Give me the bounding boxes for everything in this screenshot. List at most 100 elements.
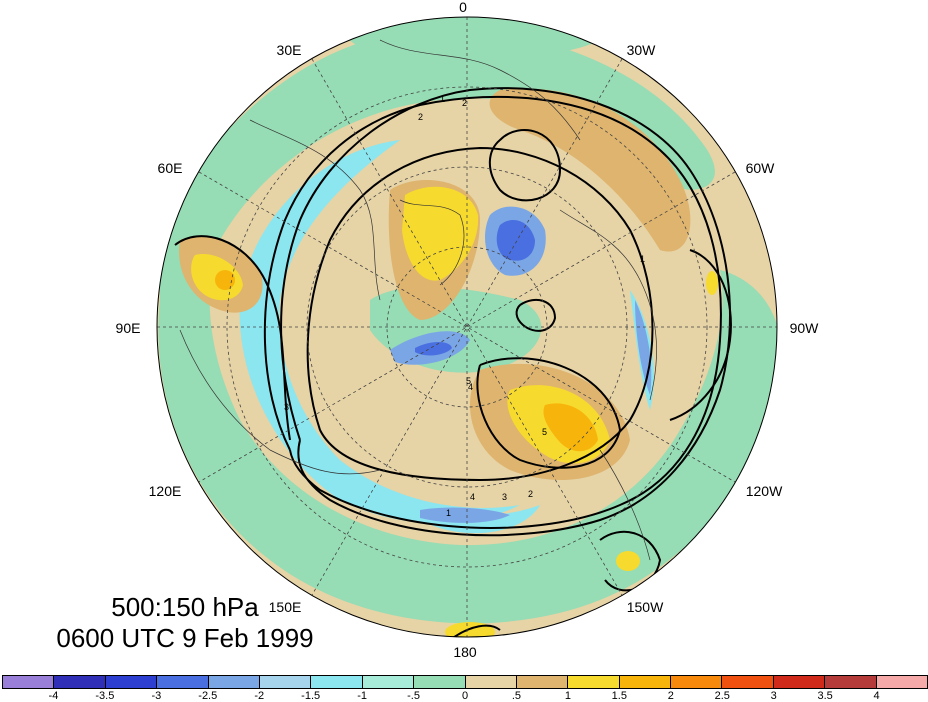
title-time: 0600 UTC 9 Feb 1999 (56, 623, 314, 653)
colorbar-box (361, 675, 414, 689)
map-boundary (156, 16, 778, 638)
colorbar-tick-label: -3 (151, 690, 162, 702)
contour-value: 5 (542, 427, 547, 437)
field-deeptan-ne (489, 88, 691, 252)
colorbar-tick-label: 3.5 (817, 690, 833, 702)
colorbar-tick-label: .5 (511, 690, 522, 702)
lon-label-60w: 60W (745, 160, 775, 176)
field-yellow-n (402, 186, 479, 281)
contour-line-small (515, 298, 557, 332)
colorbar-box (104, 675, 157, 689)
colorbar-tick-label: 1 (564, 690, 571, 702)
contour-line-inner (306, 146, 654, 482)
colorbar-tick-label: 0 (461, 690, 469, 702)
colorbar-box (464, 675, 516, 689)
graticule (157, 17, 777, 637)
contour-line-2 (263, 95, 722, 529)
colorbar-box (721, 675, 773, 689)
lon-label-120e: 120E (148, 483, 182, 499)
colorbar-tick-label: -1.5 (301, 690, 321, 702)
colorbar-tick-label: -2.5 (198, 690, 218, 702)
coastline (599, 449, 651, 561)
contour-value: 2 (462, 98, 467, 108)
contour-value: 4 (470, 492, 475, 502)
field-yellow-e (706, 271, 718, 295)
meridian (198, 171, 736, 483)
contour-value: 5 (466, 376, 471, 386)
contour-value: 3 (502, 492, 507, 502)
meridian (311, 58, 623, 596)
colorbar-box (567, 675, 619, 689)
meridian (311, 58, 623, 596)
colorbar-box (670, 675, 722, 689)
field-yellow-s (616, 551, 640, 571)
colorbar-tick-label: 1.5 (611, 690, 627, 702)
lon-label-60e: 60E (157, 160, 183, 176)
colorbar-box (2, 675, 54, 689)
contour-value-labels: 1 2 2 3 4 5 1 2 3 4 5 1 (284, 94, 645, 518)
colorbar-tick-label: 4 (873, 690, 880, 702)
contour-line-east (669, 249, 732, 421)
contour-line-outer (280, 87, 731, 537)
colorbar-tick-label: -3.5 (95, 690, 115, 702)
latitude-circle (226, 86, 708, 568)
contour-value: 2 (418, 112, 423, 122)
lon-label-150e: 150E (268, 599, 302, 615)
meridian (198, 171, 736, 483)
field-lavender-e (635, 300, 652, 395)
colorbar-box (875, 675, 928, 689)
lon-label-120w: 120W (745, 483, 783, 499)
field-blue-ne-core (496, 220, 535, 261)
colorbar-tick-label: 3 (770, 690, 777, 702)
field-yellow-bottom (445, 622, 495, 637)
lon-label-90w: 90W (789, 320, 819, 336)
lon-label-0: 0 (459, 0, 467, 15)
lon-label-180: 180 (453, 644, 477, 660)
coastline (249, 119, 381, 301)
coastline (379, 39, 581, 141)
colorbar-box (207, 675, 259, 689)
colorbar-box (413, 675, 465, 689)
contour-lines (174, 87, 732, 637)
field-orange-w (215, 270, 235, 290)
contour-value: 1 (446, 508, 451, 518)
contour-line-south (599, 530, 662, 592)
lon-label-150w: 150W (626, 599, 664, 615)
colorbar-tick-label: -.5 (407, 690, 420, 702)
colorbar-tick-label: -2 (254, 690, 265, 702)
colorbar-box (258, 675, 311, 689)
colorbar-box (515, 675, 568, 689)
field-lightblue-ring (239, 140, 520, 524)
lon-label-30w: 30W (626, 42, 656, 58)
colorbar-tick-label: 2 (667, 690, 674, 702)
lon-label-30e: 30E (276, 42, 302, 58)
field-blue-center-core (415, 342, 452, 356)
contour-line-ne (488, 129, 562, 202)
colorbar-tick-label: -1 (357, 690, 367, 702)
contour-value: 1 (440, 94, 445, 104)
colorbar-tick-label: -4 (48, 690, 59, 702)
colorbar-box (772, 675, 825, 689)
colorbar-box (824, 675, 876, 689)
contour-line-se (476, 357, 622, 469)
coastlines (179, 39, 657, 561)
contour-value: 3 (284, 402, 289, 412)
colorbar (2, 675, 928, 689)
colorbar-box (156, 675, 208, 689)
coastline (559, 209, 657, 401)
contour-line-west (174, 235, 291, 441)
colorbar-tick-label: 2.5 (714, 690, 730, 702)
colorbar-box (310, 675, 362, 689)
lon-label-90e: 90E (115, 320, 141, 336)
field-green-top (330, 17, 600, 62)
colorbar-box (53, 675, 105, 689)
field-lavender-s (420, 507, 510, 523)
coastline (179, 329, 381, 475)
coastline (399, 199, 465, 286)
contour-value: 1 (640, 254, 645, 264)
colorbar-box (618, 675, 671, 689)
field-orange-se (543, 403, 598, 452)
title-level: 500:150 hPa (111, 592, 259, 622)
